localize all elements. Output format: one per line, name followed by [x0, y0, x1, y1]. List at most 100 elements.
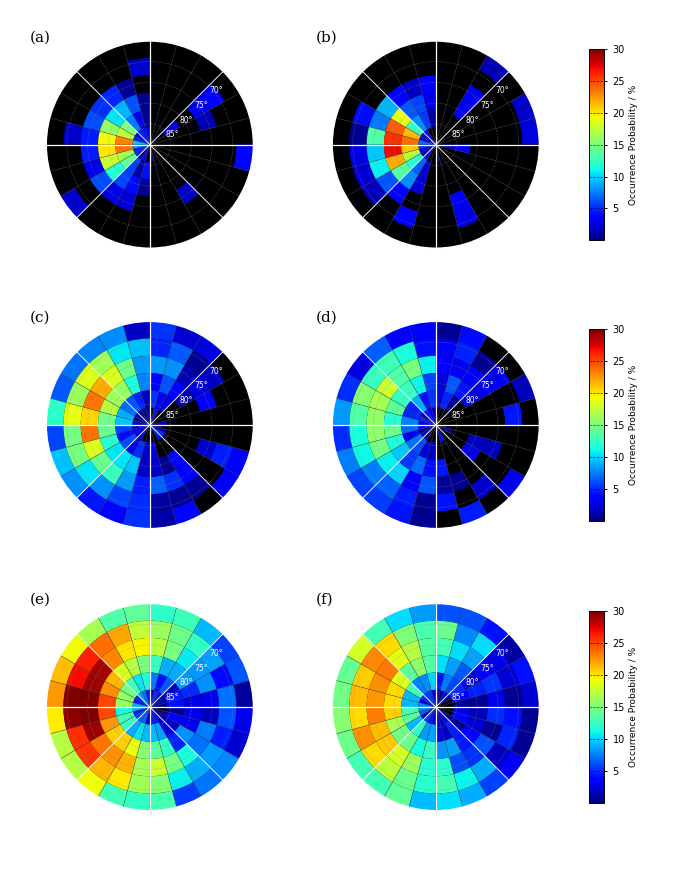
Wedge shape — [167, 169, 187, 190]
Wedge shape — [176, 744, 198, 767]
Wedge shape — [50, 167, 75, 197]
Wedge shape — [167, 662, 187, 683]
Wedge shape — [486, 144, 505, 163]
Wedge shape — [150, 707, 167, 712]
Wedge shape — [150, 638, 167, 657]
Wedge shape — [471, 69, 497, 96]
Wedge shape — [150, 655, 163, 674]
Wedge shape — [105, 388, 125, 408]
Wedge shape — [154, 674, 167, 692]
Wedge shape — [150, 673, 158, 691]
Text: (b): (b) — [316, 30, 337, 44]
Wedge shape — [332, 680, 352, 707]
Wedge shape — [136, 373, 150, 392]
Wedge shape — [419, 425, 435, 433]
Wedge shape — [362, 768, 393, 797]
Wedge shape — [431, 144, 435, 162]
Wedge shape — [81, 707, 100, 725]
Wedge shape — [136, 93, 150, 111]
Wedge shape — [431, 690, 435, 707]
Wedge shape — [511, 448, 536, 477]
Wedge shape — [187, 451, 209, 473]
Wedge shape — [185, 632, 211, 659]
Wedge shape — [484, 364, 511, 391]
Wedge shape — [150, 702, 167, 707]
Wedge shape — [393, 61, 418, 85]
Wedge shape — [209, 443, 234, 468]
Wedge shape — [167, 449, 187, 470]
Y-axis label: Occurrence Probability / %: Occurrence Probability / % — [629, 647, 638, 767]
Wedge shape — [163, 470, 185, 492]
Wedge shape — [115, 752, 136, 774]
Wedge shape — [150, 707, 167, 716]
Wedge shape — [410, 657, 427, 677]
Wedge shape — [449, 358, 471, 380]
Wedge shape — [422, 458, 435, 477]
Wedge shape — [486, 425, 505, 443]
Wedge shape — [75, 364, 101, 391]
Wedge shape — [63, 122, 83, 144]
Wedge shape — [98, 607, 127, 632]
Wedge shape — [413, 620, 435, 640]
Wedge shape — [141, 391, 150, 409]
Wedge shape — [100, 681, 120, 698]
Wedge shape — [180, 681, 200, 698]
Wedge shape — [435, 409, 444, 425]
Wedge shape — [444, 437, 460, 455]
Wedge shape — [138, 144, 150, 159]
Wedge shape — [150, 195, 167, 214]
Wedge shape — [435, 212, 458, 231]
Wedge shape — [116, 127, 135, 140]
Text: (a): (a) — [30, 30, 50, 44]
Wedge shape — [123, 228, 150, 248]
Wedge shape — [176, 182, 198, 205]
Wedge shape — [225, 167, 250, 197]
Wedge shape — [183, 411, 202, 425]
Wedge shape — [89, 193, 115, 220]
Wedge shape — [115, 144, 133, 154]
Text: 75°: 75° — [194, 101, 208, 110]
Wedge shape — [435, 144, 444, 161]
Wedge shape — [113, 732, 132, 752]
Wedge shape — [98, 782, 127, 807]
Wedge shape — [440, 111, 453, 130]
Wedge shape — [440, 392, 453, 410]
Wedge shape — [399, 449, 418, 470]
Wedge shape — [387, 647, 410, 670]
Wedge shape — [411, 677, 427, 695]
Wedge shape — [401, 135, 419, 144]
Wedge shape — [384, 411, 402, 425]
Wedge shape — [150, 391, 158, 409]
Wedge shape — [150, 774, 172, 794]
Wedge shape — [150, 178, 163, 197]
Wedge shape — [165, 408, 183, 420]
Wedge shape — [187, 96, 209, 118]
Wedge shape — [386, 681, 406, 698]
Wedge shape — [150, 707, 158, 724]
Text: (f): (f) — [316, 593, 333, 607]
Wedge shape — [418, 76, 435, 94]
Wedge shape — [418, 722, 431, 740]
Wedge shape — [216, 402, 236, 425]
Wedge shape — [435, 475, 453, 494]
Text: 85°: 85° — [165, 692, 178, 702]
Wedge shape — [402, 430, 421, 442]
Wedge shape — [352, 664, 376, 689]
Wedge shape — [187, 376, 209, 399]
Wedge shape — [60, 468, 89, 498]
Wedge shape — [101, 462, 124, 485]
Wedge shape — [391, 388, 411, 408]
Wedge shape — [125, 719, 141, 737]
Wedge shape — [150, 144, 165, 157]
Wedge shape — [386, 399, 406, 416]
Wedge shape — [136, 178, 150, 197]
Wedge shape — [165, 150, 183, 162]
Wedge shape — [136, 740, 150, 759]
Wedge shape — [473, 376, 495, 399]
Wedge shape — [435, 692, 448, 707]
Wedge shape — [435, 410, 448, 425]
Wedge shape — [105, 724, 125, 744]
Wedge shape — [336, 373, 361, 402]
Wedge shape — [115, 358, 136, 380]
Wedge shape — [98, 425, 116, 439]
